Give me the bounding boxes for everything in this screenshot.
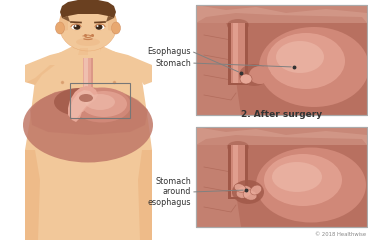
Polygon shape xyxy=(96,42,102,55)
Polygon shape xyxy=(231,145,245,197)
Ellipse shape xyxy=(236,186,252,198)
Polygon shape xyxy=(30,88,148,135)
Ellipse shape xyxy=(96,24,103,30)
Ellipse shape xyxy=(239,64,269,86)
Polygon shape xyxy=(68,86,98,122)
Polygon shape xyxy=(91,58,93,95)
Ellipse shape xyxy=(259,27,368,107)
Text: Stomach
around
esophagus: Stomach around esophagus xyxy=(148,177,191,207)
Bar xyxy=(70,83,130,118)
Polygon shape xyxy=(76,42,84,55)
Polygon shape xyxy=(233,23,238,83)
Ellipse shape xyxy=(227,141,249,153)
Polygon shape xyxy=(25,50,75,85)
Polygon shape xyxy=(231,23,245,83)
Polygon shape xyxy=(25,43,152,240)
Ellipse shape xyxy=(234,184,246,192)
Polygon shape xyxy=(196,5,367,23)
Ellipse shape xyxy=(73,88,131,122)
Bar xyxy=(196,127,367,227)
Ellipse shape xyxy=(232,180,264,204)
Polygon shape xyxy=(196,23,241,115)
Ellipse shape xyxy=(81,91,127,117)
Text: 2. After surgery: 2. After surgery xyxy=(241,110,322,119)
Ellipse shape xyxy=(54,88,106,116)
Ellipse shape xyxy=(95,24,105,30)
Polygon shape xyxy=(25,150,40,240)
Ellipse shape xyxy=(96,25,99,27)
Polygon shape xyxy=(60,12,68,32)
Polygon shape xyxy=(233,145,238,197)
Ellipse shape xyxy=(264,154,342,206)
Ellipse shape xyxy=(240,74,252,84)
Text: Esophagus: Esophagus xyxy=(148,47,191,55)
Ellipse shape xyxy=(256,148,366,222)
Ellipse shape xyxy=(272,162,322,192)
Ellipse shape xyxy=(112,22,120,34)
Polygon shape xyxy=(196,145,241,227)
Polygon shape xyxy=(83,58,93,95)
Ellipse shape xyxy=(227,19,249,31)
Ellipse shape xyxy=(249,66,271,84)
Polygon shape xyxy=(78,48,88,55)
Ellipse shape xyxy=(23,88,153,162)
Ellipse shape xyxy=(59,0,117,51)
Text: © 2018 Healthwise: © 2018 Healthwise xyxy=(315,232,366,237)
Ellipse shape xyxy=(243,190,257,200)
Polygon shape xyxy=(76,42,102,55)
Polygon shape xyxy=(196,5,367,23)
Polygon shape xyxy=(75,48,102,58)
Polygon shape xyxy=(138,150,152,240)
Polygon shape xyxy=(106,16,114,22)
Bar xyxy=(196,5,367,115)
Ellipse shape xyxy=(56,22,64,34)
Ellipse shape xyxy=(74,25,77,27)
Polygon shape xyxy=(228,145,248,199)
Ellipse shape xyxy=(79,94,93,102)
Ellipse shape xyxy=(267,33,345,89)
Polygon shape xyxy=(104,50,152,85)
Ellipse shape xyxy=(74,24,81,30)
Text: Stomach: Stomach xyxy=(155,59,191,67)
Polygon shape xyxy=(60,0,116,18)
Polygon shape xyxy=(196,127,367,145)
Polygon shape xyxy=(228,23,248,85)
Bar xyxy=(196,127,367,227)
Ellipse shape xyxy=(76,38,100,46)
Polygon shape xyxy=(25,65,55,85)
Polygon shape xyxy=(70,90,94,119)
Bar xyxy=(196,5,367,115)
Polygon shape xyxy=(196,127,367,145)
Polygon shape xyxy=(108,12,116,32)
Polygon shape xyxy=(62,16,70,22)
Polygon shape xyxy=(84,58,88,95)
Ellipse shape xyxy=(276,41,324,73)
Ellipse shape xyxy=(71,24,81,30)
Ellipse shape xyxy=(85,94,115,110)
Ellipse shape xyxy=(250,185,262,195)
